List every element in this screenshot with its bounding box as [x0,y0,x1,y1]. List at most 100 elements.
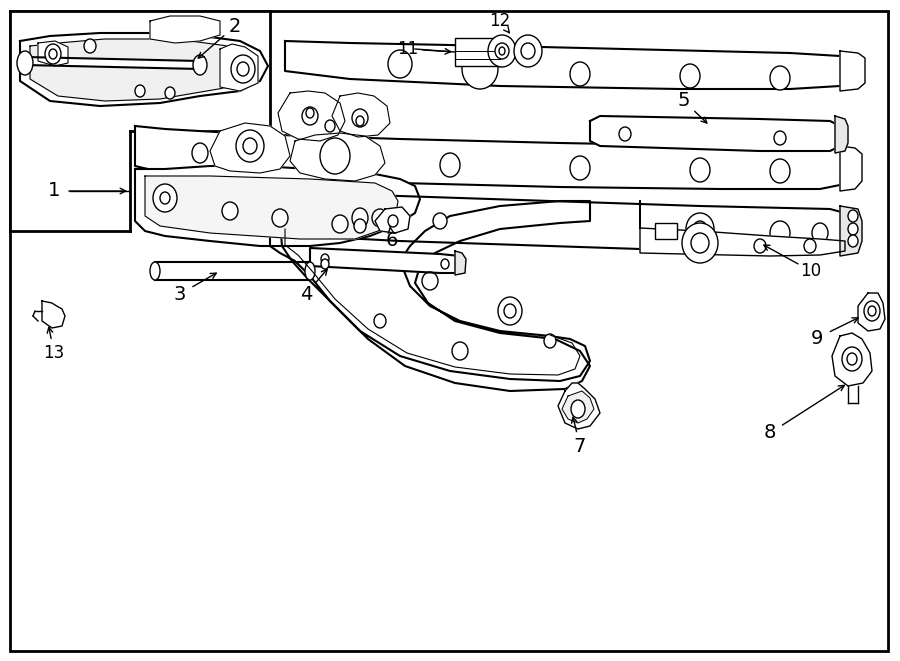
Ellipse shape [804,239,816,253]
Ellipse shape [153,184,177,212]
Polygon shape [278,91,345,141]
Ellipse shape [570,62,590,86]
Ellipse shape [770,159,790,183]
Ellipse shape [680,64,700,88]
Ellipse shape [305,262,315,280]
Polygon shape [30,39,252,101]
Polygon shape [42,301,65,328]
Ellipse shape [160,192,170,204]
Ellipse shape [243,138,257,154]
Ellipse shape [320,138,350,174]
Polygon shape [25,57,200,69]
Ellipse shape [352,109,368,127]
Polygon shape [155,262,310,280]
Ellipse shape [619,127,631,141]
Polygon shape [220,44,258,91]
Polygon shape [332,93,390,137]
Ellipse shape [690,158,710,182]
Ellipse shape [521,43,535,59]
Ellipse shape [691,233,709,253]
Ellipse shape [372,209,388,227]
Ellipse shape [150,262,160,280]
Text: 13: 13 [43,344,65,362]
Ellipse shape [84,39,96,53]
Polygon shape [135,126,848,189]
Ellipse shape [686,213,714,245]
Polygon shape [562,391,594,423]
Polygon shape [270,201,590,391]
Polygon shape [840,206,862,256]
Bar [455,38,500,66]
Polygon shape [150,16,220,43]
Polygon shape [558,383,600,429]
Text: 3: 3 [174,284,186,303]
Ellipse shape [236,130,264,162]
Ellipse shape [354,219,366,233]
Text: 11: 11 [398,40,418,58]
Ellipse shape [495,43,509,59]
Polygon shape [832,333,872,386]
Ellipse shape [192,143,208,163]
Ellipse shape [774,131,786,145]
Ellipse shape [374,314,386,328]
Ellipse shape [325,120,335,132]
Ellipse shape [388,215,398,227]
Polygon shape [20,33,268,106]
Ellipse shape [321,259,329,269]
Ellipse shape [514,35,542,67]
Ellipse shape [848,223,858,235]
Ellipse shape [544,334,556,348]
Polygon shape [290,133,385,181]
Text: 1: 1 [48,182,60,200]
Ellipse shape [321,254,329,264]
Polygon shape [858,293,885,331]
Ellipse shape [193,55,207,75]
Ellipse shape [848,235,858,247]
Polygon shape [285,41,848,89]
Ellipse shape [499,47,505,55]
Polygon shape [135,166,420,246]
Polygon shape [38,41,68,66]
Ellipse shape [45,44,61,64]
Polygon shape [590,116,840,151]
Ellipse shape [682,223,718,263]
Ellipse shape [135,85,145,97]
Polygon shape [145,176,398,239]
Ellipse shape [440,153,460,177]
Ellipse shape [452,342,468,360]
Polygon shape [835,116,848,153]
Ellipse shape [356,116,364,126]
Ellipse shape [388,50,412,78]
Ellipse shape [848,210,858,222]
Polygon shape [210,123,290,173]
Ellipse shape [842,347,862,371]
Polygon shape [840,146,862,191]
Polygon shape [375,207,410,233]
Ellipse shape [237,62,249,76]
Ellipse shape [302,107,318,125]
Text: 9: 9 [811,329,824,348]
Text: 6: 6 [386,231,398,251]
Ellipse shape [812,223,828,243]
Ellipse shape [332,215,348,233]
Ellipse shape [504,304,516,318]
Ellipse shape [847,353,857,365]
Ellipse shape [868,306,876,316]
Ellipse shape [693,221,707,237]
Polygon shape [310,248,460,273]
Ellipse shape [441,259,449,269]
Ellipse shape [864,301,880,321]
Ellipse shape [306,108,314,118]
Ellipse shape [272,209,288,227]
Ellipse shape [17,51,33,75]
Text: 12: 12 [490,12,510,30]
Polygon shape [455,251,466,275]
Text: 7: 7 [574,436,586,455]
Text: 8: 8 [764,424,776,442]
Ellipse shape [165,87,175,99]
Text: 5: 5 [678,91,690,110]
Ellipse shape [488,35,516,67]
Ellipse shape [462,49,498,89]
Bar [655,223,677,239]
Ellipse shape [770,221,790,245]
